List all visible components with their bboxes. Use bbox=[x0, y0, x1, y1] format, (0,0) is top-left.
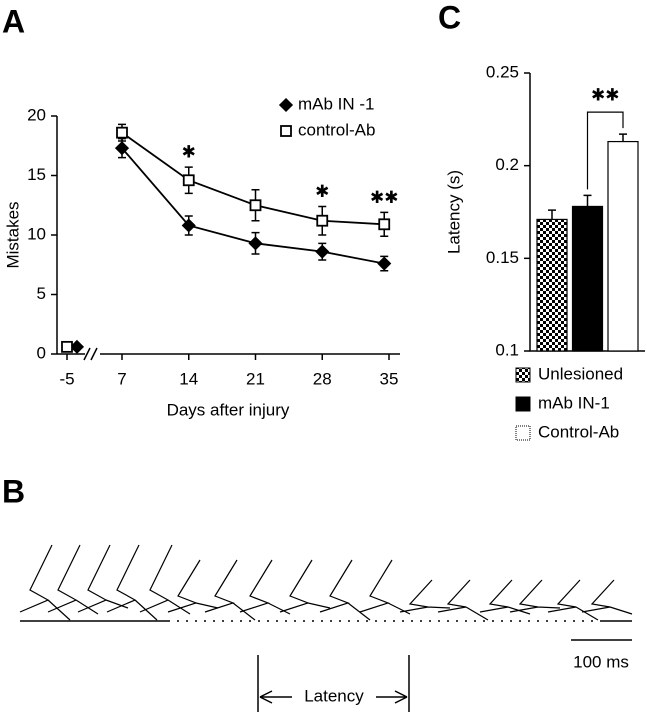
y-axis-label: Latency (s) bbox=[444, 170, 463, 254]
latency-arrow bbox=[259, 690, 408, 704]
marker bbox=[377, 256, 392, 271]
significance: ✱ bbox=[182, 143, 196, 162]
stick-figure bbox=[167, 559, 219, 613]
legend-label: mAb IN -1 bbox=[298, 94, 375, 113]
stick-figure bbox=[479, 579, 531, 615]
y-axis-label: Mistakes bbox=[3, 201, 22, 268]
stick-figure bbox=[204, 559, 256, 621]
stick-figure bbox=[547, 579, 599, 621]
scale-label: 100 ms bbox=[573, 652, 629, 671]
stick-figure bbox=[77, 544, 129, 613]
marker bbox=[249, 199, 262, 212]
x-tick-label: 21 bbox=[246, 369, 265, 388]
stick-figure bbox=[139, 544, 191, 615]
legend-label: mAb IN-1 bbox=[538, 393, 610, 412]
stick-figure bbox=[47, 544, 99, 615]
error-bar bbox=[619, 133, 627, 142]
x-tick-label: 7 bbox=[117, 369, 126, 388]
legend-label: Control-Ab bbox=[538, 422, 619, 441]
latency-label: Latency bbox=[304, 686, 364, 705]
significance: ✱✱ bbox=[370, 188, 399, 207]
y-tick-label: 15 bbox=[27, 165, 46, 184]
marker bbox=[248, 236, 263, 251]
y-tick-label: 0.25 bbox=[486, 62, 519, 81]
x-tick-label: -5 bbox=[59, 369, 74, 388]
panel-label: A bbox=[2, 3, 25, 39]
bar bbox=[571, 205, 604, 352]
legend-label: control-Ab bbox=[298, 120, 375, 139]
marker bbox=[116, 126, 128, 139]
marker bbox=[315, 244, 330, 259]
panel-label: C bbox=[438, 0, 461, 35]
y-tick-label: 0.2 bbox=[495, 155, 519, 174]
legend-swatch bbox=[515, 367, 531, 383]
bar bbox=[536, 218, 568, 352]
marker bbox=[61, 340, 73, 353]
y-tick-label: 5 bbox=[37, 284, 46, 303]
stick-figure bbox=[509, 579, 561, 613]
x-tick-label: 28 bbox=[313, 369, 332, 388]
marker bbox=[69, 339, 85, 354]
stick-figure bbox=[437, 579, 489, 621]
marker bbox=[182, 174, 195, 187]
error-bar bbox=[583, 194, 592, 207]
significance: ✱✱ bbox=[591, 86, 620, 105]
stick-figure bbox=[399, 579, 451, 613]
x-axis-label: Days after injury bbox=[167, 400, 290, 419]
y-tick-label: 20 bbox=[27, 105, 46, 124]
stick-figure bbox=[19, 544, 71, 621]
axis-break bbox=[83, 347, 98, 361]
stick-figures bbox=[19, 544, 633, 621]
legend-swatch bbox=[515, 425, 531, 441]
stick-figure bbox=[359, 559, 411, 615]
y-tick-label: 10 bbox=[27, 224, 46, 243]
legend-label: Unlesioned bbox=[538, 364, 623, 383]
y-tick-label: 0.1 bbox=[495, 340, 519, 359]
legend-swatch bbox=[515, 396, 531, 412]
significance: ✱ bbox=[315, 182, 329, 201]
stick-figure bbox=[106, 544, 158, 621]
marker bbox=[378, 218, 391, 231]
error-bar bbox=[548, 209, 556, 220]
x-tick-label: 14 bbox=[179, 369, 198, 388]
marker bbox=[181, 218, 196, 233]
bar bbox=[607, 140, 639, 352]
marker bbox=[280, 125, 292, 137]
marker bbox=[316, 214, 329, 227]
significance-bracket bbox=[586, 111, 624, 190]
marker bbox=[278, 97, 294, 113]
stick-figure bbox=[319, 559, 371, 621]
y-tick-label: 0.15 bbox=[486, 248, 519, 267]
y-tick-label: 0 bbox=[37, 343, 46, 362]
stick-figure bbox=[239, 559, 291, 615]
stick-figure bbox=[581, 579, 633, 615]
x-tick-label: 35 bbox=[380, 369, 399, 388]
panel-label: B bbox=[2, 473, 25, 509]
stick-figure bbox=[279, 559, 331, 613]
marker bbox=[114, 141, 130, 156]
